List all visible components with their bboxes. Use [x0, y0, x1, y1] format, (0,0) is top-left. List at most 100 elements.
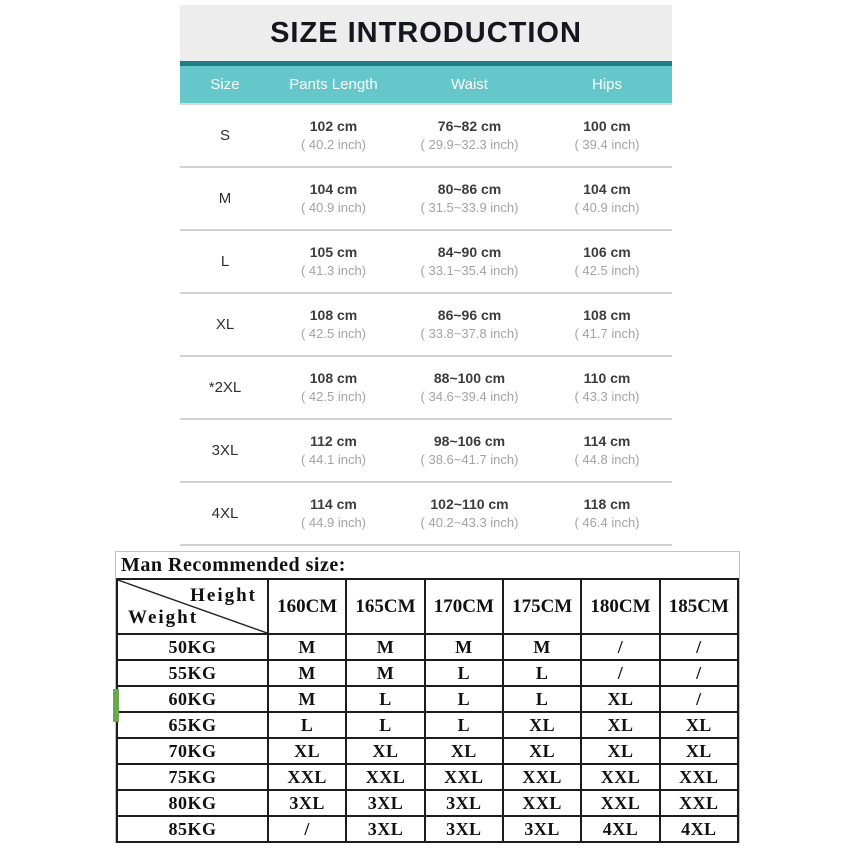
rec-size-cell: XXL — [580, 763, 661, 791]
header-hips: Hips — [592, 76, 623, 93]
waist-inch: ( 40.2~43.3 inch) — [420, 515, 519, 530]
height-header: 180CM — [580, 578, 661, 635]
weight-label: 50KG — [116, 633, 269, 661]
rec-size-cell: L — [423, 711, 504, 739]
rec-size-cell: XL — [423, 737, 504, 765]
pants-inch: ( 40.9 inch) — [300, 200, 367, 215]
height-weight-corner-cell: Height Weight — [116, 578, 269, 635]
header-size: Size — [210, 76, 240, 93]
corner-weight-label: Weight — [128, 607, 199, 628]
hips-inch: ( 42.5 inch) — [574, 263, 640, 278]
weight-label: 75KG — [116, 763, 269, 791]
hips-cm: 100 cm — [583, 118, 631, 134]
rec-size-cell: XXL — [266, 763, 348, 791]
rec-size-cell: 4XL — [580, 815, 661, 843]
hips-inch: ( 43.3 inch) — [574, 389, 640, 404]
rec-row-75kg: 75KG XXL XXL XXL XXL XXL XXL — [116, 763, 740, 791]
size-row-4xl: 4XL 114 cm ( 44.9 inch) 102~110 cm ( 40.… — [180, 483, 672, 546]
size-value: *2XL — [208, 379, 242, 396]
weight-label: 70KG — [116, 737, 269, 765]
weight-label: 60KG — [116, 685, 269, 713]
rec-size-cell: 3XL — [501, 815, 583, 843]
waist-cm: 88~100 cm — [433, 370, 506, 386]
waist-cm: 84~90 cm — [437, 244, 502, 260]
rec-size-cell: M — [345, 659, 426, 687]
rec-size-cell: XL — [580, 711, 661, 739]
waist-inch: ( 33.1~35.4 inch) — [420, 263, 519, 278]
weight-label: 65KG — [116, 711, 269, 739]
pants-inch: ( 42.5 inch) — [300, 389, 367, 404]
title-band: SIZE INTRODUCTION — [180, 5, 672, 61]
waist-cell: 76~82 cm ( 29.9~32.3 inch) — [397, 117, 542, 154]
weight-label: 80KG — [116, 789, 269, 817]
pants-inch: ( 44.9 inch) — [300, 515, 367, 530]
hips-cell: 118 cm ( 46.4 inch) — [542, 495, 672, 532]
rec-size-cell: XXL — [501, 763, 583, 791]
header-accent-strip — [180, 61, 672, 66]
waist-cm: 98~106 cm — [433, 433, 506, 449]
pants-length-cell: 114 cm ( 44.9 inch) — [270, 495, 397, 532]
rec-row-65kg: 65KG L L L XL XL XL — [116, 711, 740, 739]
diagonal-divider — [118, 580, 267, 633]
waist-cell: 88~100 cm ( 34.6~39.4 inch) — [397, 369, 542, 406]
weight-label: 55KG — [116, 659, 269, 687]
hips-inch: ( 44.8 inch) — [574, 452, 640, 467]
recommended-size-table: Height Weight 160CM 165CM 170CM 175CM 18… — [116, 578, 740, 843]
height-header: 175CM — [501, 578, 583, 635]
rec-size-cell: L — [501, 685, 583, 713]
hips-inch: ( 46.4 inch) — [574, 515, 640, 530]
rec-size-cell: / — [658, 685, 740, 713]
rec-size-cell: / — [658, 659, 740, 687]
size-value: L — [220, 253, 230, 270]
hips-cell: 104 cm ( 40.9 inch) — [542, 180, 672, 217]
rec-size-cell: / — [658, 633, 740, 661]
hips-cell: 106 cm ( 42.5 inch) — [542, 243, 672, 280]
size-row-s: S 102 cm ( 40.2 inch) 76~82 cm ( 29.9~32… — [180, 105, 672, 168]
hips-inch: ( 40.9 inch) — [574, 200, 640, 215]
rec-row-55kg: 55KG M M L L / / — [116, 659, 740, 687]
size-row-m: M 104 cm ( 40.9 inch) 80~86 cm ( 31.5~33… — [180, 168, 672, 231]
rec-row-50kg: 50KG M M M M / / — [116, 633, 740, 661]
waist-cell: 102~110 cm ( 40.2~43.3 inch) — [397, 495, 542, 532]
rec-size-cell: XXL — [658, 763, 740, 791]
waist-inch: ( 31.5~33.9 inch) — [420, 200, 519, 215]
size-table-body: S 102 cm ( 40.2 inch) 76~82 cm ( 29.9~32… — [180, 105, 672, 546]
size-value: 3XL — [211, 442, 239, 459]
pants-length-cell: 108 cm ( 42.5 inch) — [270, 369, 397, 406]
rec-size-cell: M — [423, 633, 504, 661]
pants-cm: 108 cm — [309, 307, 358, 323]
rec-row-60kg: 60KG M L L L XL / — [116, 685, 740, 713]
rec-size-cell: 3XL — [266, 789, 348, 817]
recommended-size-section: Man Recommended size: Height Weight 160C… — [113, 551, 740, 843]
waist-cell: 86~96 cm ( 33.8~37.8 inch) — [397, 306, 542, 343]
waist-cm: 80~86 cm — [437, 181, 502, 197]
hips-cm: 106 cm — [583, 244, 631, 260]
corner-height-label: Height — [190, 585, 257, 606]
rec-size-cell: M — [266, 633, 348, 661]
size-table-header: Size Pants Length Waist Hips — [180, 66, 672, 105]
waist-cell: 98~106 cm ( 38.6~41.7 inch) — [397, 432, 542, 469]
rec-size-cell: / — [580, 633, 661, 661]
recommended-size-title: Man Recommended size: — [121, 553, 346, 576]
rec-size-cell: XL — [580, 737, 661, 765]
pants-cm: 102 cm — [309, 118, 358, 134]
pants-cm: 112 cm — [310, 433, 357, 449]
rec-size-cell: XL — [501, 711, 583, 739]
header-pants-length: Pants Length — [289, 76, 378, 93]
rec-size-cell: L — [423, 685, 504, 713]
hips-cm: 108 cm — [583, 307, 631, 323]
rec-size-cell: XXL — [580, 789, 661, 817]
waist-inch: ( 33.8~37.8 inch) — [420, 326, 519, 341]
rec-size-cell: 3XL — [423, 789, 504, 817]
rec-size-cell: XL — [345, 737, 426, 765]
hips-cm: 104 cm — [583, 181, 631, 197]
hips-cell: 108 cm ( 41.7 inch) — [542, 306, 672, 343]
waist-inch: ( 34.6~39.4 inch) — [420, 389, 519, 404]
size-row-3xl: 3XL 112 cm ( 44.1 inch) 98~106 cm ( 38.6… — [180, 420, 672, 483]
hips-inch: ( 41.7 inch) — [574, 326, 640, 341]
hips-cell: 100 cm ( 39.4 inch) — [542, 117, 672, 154]
waist-inch: ( 38.6~41.7 inch) — [420, 452, 519, 467]
size-value: M — [218, 190, 232, 207]
rec-size-cell: XL — [501, 737, 583, 765]
waist-cm: 86~96 cm — [437, 307, 502, 323]
